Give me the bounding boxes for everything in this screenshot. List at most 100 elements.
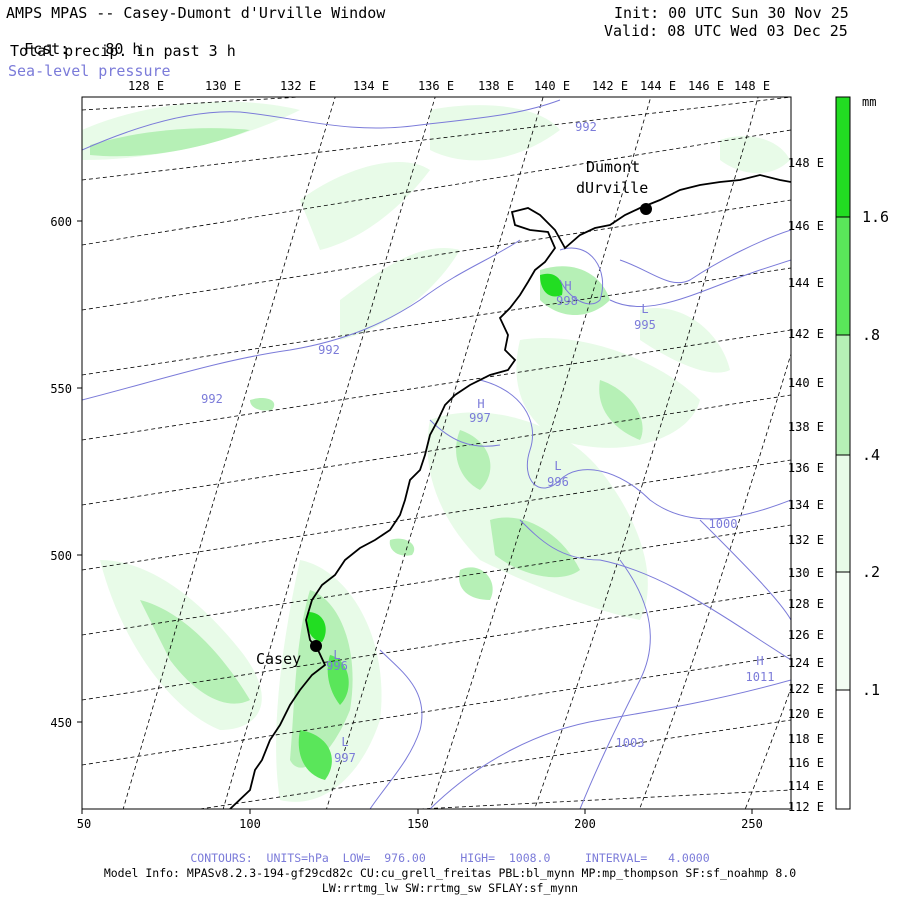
precip-colorbar xyxy=(835,96,851,810)
lon-label: 136 E xyxy=(418,79,454,93)
top-lon-labels: 128 E 130 E 132 E 134 E 136 E 138 E 140 … xyxy=(128,79,770,93)
pressure-kind: L xyxy=(341,735,348,749)
pressure-kind: L xyxy=(554,459,561,473)
isobar-line xyxy=(479,379,791,520)
isobar-line xyxy=(429,419,501,447)
lon-label: 144 E xyxy=(788,276,824,290)
precip-area xyxy=(250,398,275,411)
colorbar-label: 1.6 xyxy=(862,208,889,226)
lon-label: 148 E xyxy=(788,156,824,170)
lon-label: 140 E xyxy=(534,79,570,93)
precip-area xyxy=(298,730,332,780)
precip-area xyxy=(300,161,430,250)
precip-area xyxy=(459,567,493,600)
lon-label: 142 E xyxy=(788,327,824,341)
isobars xyxy=(82,99,791,809)
colorbar-label: .4 xyxy=(862,446,880,464)
colorbar-unit: mm xyxy=(862,95,876,109)
casey-station-label: Casey xyxy=(256,650,301,668)
colorbar-segment xyxy=(836,217,850,335)
pressure-value: 998 xyxy=(556,294,578,308)
pressure-value: 995 xyxy=(634,318,656,332)
x-tick-label: 150 xyxy=(407,817,429,831)
lon-label: 140 E xyxy=(788,376,824,390)
y-tick-label: 450 xyxy=(50,716,72,730)
lon-label: 120 E xyxy=(788,707,824,721)
lon-label: 144 E xyxy=(640,79,676,93)
lon-label: 142 E xyxy=(592,79,628,93)
lon-label: 136 E xyxy=(788,461,824,475)
model-info: Model Info: MPASv8.2.3-194-gf29cd82c CU:… xyxy=(103,866,797,880)
pressure-kind: H xyxy=(477,397,484,411)
isobar-line xyxy=(619,229,791,284)
dumont-station-label-2: dUrville xyxy=(576,179,648,197)
precip-area xyxy=(456,430,491,490)
pressure-value: 992 xyxy=(318,343,340,357)
colorbar-segment xyxy=(836,572,850,690)
isobar-line xyxy=(699,519,791,621)
lon-label: 132 E xyxy=(280,79,316,93)
lon-label: 146 E xyxy=(788,219,824,233)
contour-info: CONTOURS: UNITS=hPa LOW= 976.00 HIGH= 10… xyxy=(190,851,710,865)
precip-shading xyxy=(82,101,790,802)
lon-label: 128 E xyxy=(788,597,824,611)
pressure-value: 997 xyxy=(334,751,356,765)
lon-label: 122 E xyxy=(788,682,824,696)
lon-label: 134 E xyxy=(353,79,389,93)
precip-area xyxy=(307,612,326,642)
pressure-kind: L xyxy=(641,302,648,316)
precip-area xyxy=(90,128,250,157)
pressure-value: 996 xyxy=(326,659,348,673)
precip-area xyxy=(540,273,563,297)
y-tick-label: 500 xyxy=(50,549,72,563)
isobar-line xyxy=(82,99,561,151)
colorbar-labels: mm 1.6 .8 .4 .2 .1 xyxy=(862,95,889,699)
lon-label: 138 E xyxy=(478,79,514,93)
forecast-label: Fcst: xyxy=(24,40,70,58)
lon-label: 134 E xyxy=(788,498,824,512)
colorbar-segment xyxy=(836,335,850,455)
map-frame xyxy=(81,96,792,810)
forecast-hour: Fcst: 80 h xyxy=(6,22,141,58)
model-info-2: LW:rrtmg_lw SW:rrtmg_sw SFLAY:sf_mynn xyxy=(321,881,579,895)
map-title: AMPS MPAS -- Casey-Dumont d'Urville Wind… xyxy=(6,4,386,22)
colorbar-segment xyxy=(836,97,850,217)
precip-area xyxy=(140,600,250,704)
lon-label: 114 E xyxy=(788,779,824,793)
isobar-line xyxy=(579,559,651,809)
pressure-kind: H xyxy=(756,654,763,668)
forecast-value: 80 h xyxy=(105,40,142,58)
precip-area xyxy=(340,248,460,340)
lon-label: 148 E xyxy=(734,79,770,93)
lon-label: 124 E xyxy=(788,656,824,670)
x-tick-label: 50 xyxy=(77,817,91,831)
lon-label: 132 E xyxy=(788,533,824,547)
valid-time: Valid: 08 UTC Wed 03 Dec 25 xyxy=(604,22,848,40)
precip-area xyxy=(290,590,353,768)
field-primary-label: Total precip. in past 3 h xyxy=(10,42,236,60)
precip-area xyxy=(599,380,643,440)
isobar-line xyxy=(429,679,791,809)
pressure-labels: 992 992 992 H 998 L 995 H 997 L 996 1000… xyxy=(201,120,774,765)
precip-area xyxy=(640,308,730,373)
pressure-value: 992 xyxy=(575,120,597,134)
pressure-value: 1003 xyxy=(616,736,645,750)
isobar-line xyxy=(559,247,604,305)
dumont-station-marker xyxy=(640,203,652,215)
precip-area xyxy=(490,517,580,578)
graticule xyxy=(82,97,791,809)
pressure-kind: L xyxy=(333,648,340,662)
isobar-line xyxy=(519,519,791,661)
lon-label: 116 E xyxy=(788,756,824,770)
y-tick-label: 600 xyxy=(50,215,72,229)
lon-label: 130 E xyxy=(205,79,241,93)
x-axis-ticks xyxy=(81,809,753,814)
x-tick-label: 100 xyxy=(239,817,261,831)
colorbar-label: .1 xyxy=(862,681,880,699)
lon-label: 118 E xyxy=(788,732,824,746)
y-axis-ticks xyxy=(77,220,82,723)
lon-label: 126 E xyxy=(788,628,824,642)
casey-station-marker xyxy=(310,640,322,652)
right-lon-labels: 148 E 146 E 144 E 142 E 140 E 138 E 136 … xyxy=(788,156,824,814)
